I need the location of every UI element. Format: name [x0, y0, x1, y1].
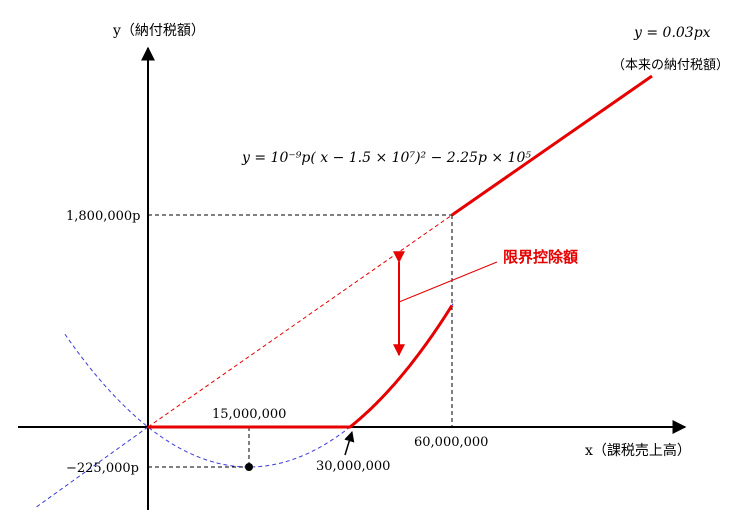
y-tick-minus-225000: −225,000p	[66, 461, 139, 476]
deduction-leader-line	[398, 261, 498, 303]
parabola-vertex-point	[245, 463, 253, 471]
tax-line-above-60m	[451, 74, 653, 217]
y-tick-1800000: 1,800,000p	[66, 209, 140, 224]
proportional-line-extension	[34, 426, 149, 509]
x-axis-label: x（課税売上高）	[585, 442, 691, 459]
pointer-30000000	[344, 430, 355, 456]
line-note: （本来の納付税額）	[612, 58, 729, 73]
x-tick-60000000: 60,000,000	[414, 435, 488, 450]
x-tick-15000000: 15,000,000	[212, 407, 286, 422]
line-equation: y = 0.03px	[633, 25, 711, 41]
y-axis-label: y（納付税額）	[112, 23, 205, 39]
proportional-line-dashed	[147, 214, 453, 428]
x-tick-30000000: 30,000,000	[316, 459, 390, 474]
actual-tax-curve	[148, 304, 454, 429]
parabola-equation: y = 10⁻⁹p( x − 1.5 × 10⁷)² − 2.25p × 10⁵	[241, 150, 531, 166]
deduction-label: 限界控除額	[503, 248, 578, 266]
